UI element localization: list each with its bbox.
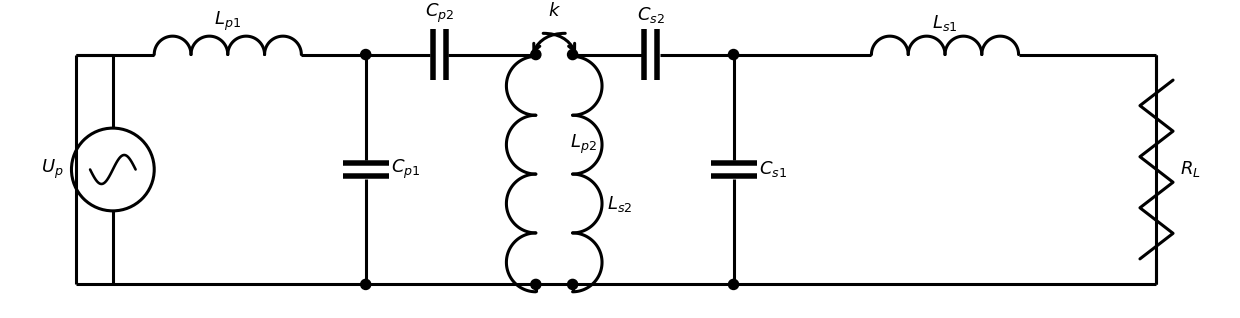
Circle shape (361, 280, 371, 289)
Circle shape (531, 280, 541, 289)
Circle shape (361, 50, 371, 59)
Text: $k$: $k$ (548, 2, 560, 20)
Text: $R_L$: $R_L$ (1180, 160, 1202, 179)
Text: $C_{p2}$: $C_{p2}$ (424, 2, 454, 25)
Text: $L_{p1}$: $L_{p1}$ (215, 10, 242, 33)
Text: $C_{s1}$: $C_{s1}$ (759, 160, 787, 179)
Circle shape (728, 50, 739, 59)
Circle shape (568, 50, 578, 59)
Circle shape (728, 280, 739, 289)
Text: $L_{s2}$: $L_{s2}$ (606, 194, 632, 213)
Text: $C_{s2}$: $C_{s2}$ (637, 5, 665, 25)
Text: $U_p$: $U_p$ (41, 158, 64, 181)
Text: $C_{p1}$: $C_{p1}$ (392, 158, 420, 181)
Text: $L_{p2}$: $L_{p2}$ (570, 133, 596, 156)
Circle shape (568, 280, 578, 289)
Circle shape (531, 50, 541, 59)
Text: $L_{s1}$: $L_{s1}$ (932, 13, 957, 33)
